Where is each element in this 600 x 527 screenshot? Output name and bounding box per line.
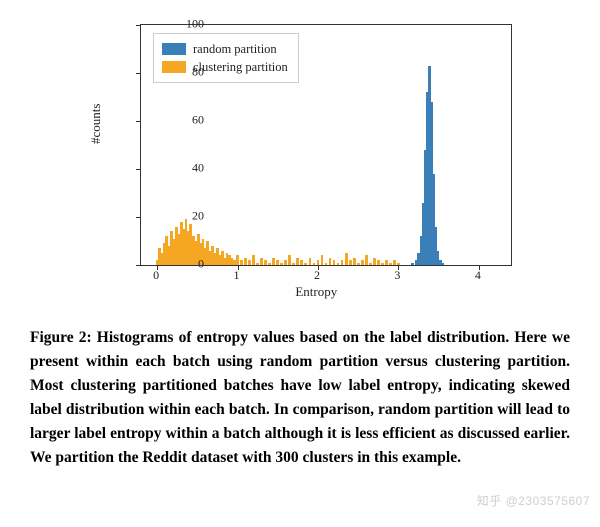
ytick-mark	[136, 169, 141, 170]
bar-clustering	[349, 260, 352, 265]
legend-swatch-random	[162, 43, 186, 55]
xtick-label: 4	[468, 268, 488, 283]
bar-random	[441, 263, 444, 265]
y-axis-label: #counts	[88, 104, 104, 144]
legend-item-random: random partition	[162, 40, 288, 58]
bar-clustering	[321, 255, 324, 265]
bar-clustering	[252, 255, 255, 265]
bar-clustering	[325, 263, 328, 265]
bar-clustering	[256, 263, 259, 265]
bar-clustering	[353, 258, 356, 265]
bar-clustering	[248, 260, 251, 265]
xtick-label: 2	[307, 268, 327, 283]
bar-clustering	[240, 260, 243, 265]
bar-clustering	[365, 255, 368, 265]
bar-clustering	[357, 263, 360, 265]
bar-clustering	[288, 255, 291, 265]
bar-clustering	[268, 263, 271, 265]
bar-clustering	[373, 258, 376, 265]
bar-clustering	[393, 260, 396, 265]
ytick-label: 40	[174, 161, 204, 176]
bar-clustering	[341, 260, 344, 265]
xtick-label: 1	[227, 268, 247, 283]
plot-region: random partition clustering partition	[140, 24, 512, 266]
bar-clustering	[389, 263, 392, 265]
bar-clustering	[260, 258, 263, 265]
x-axis-label: Entropy	[295, 284, 337, 300]
ytick-mark	[136, 121, 141, 122]
bar-clustering	[333, 260, 336, 265]
bar-clustering	[385, 260, 388, 265]
histogram-chart: #counts random partition clustering part…	[90, 14, 530, 304]
ytick-label: 60	[174, 113, 204, 128]
bar-clustering	[300, 260, 303, 265]
bar-clustering	[264, 260, 267, 265]
xtick-label: 3	[387, 268, 407, 283]
bar-clustering	[337, 263, 340, 265]
bar-clustering	[280, 263, 283, 265]
bar-clustering	[313, 263, 316, 265]
bar-clustering	[236, 255, 239, 265]
bar-clustering	[397, 263, 400, 265]
ytick-mark	[136, 73, 141, 74]
bar-clustering	[345, 253, 348, 265]
figure-container: #counts random partition clustering part…	[0, 14, 600, 470]
bar-clustering	[361, 260, 364, 265]
ytick-label: 20	[174, 209, 204, 224]
bar-clustering	[292, 263, 295, 265]
xtick-label: 0	[146, 268, 166, 283]
figure-caption: Figure 2: Histograms of entropy values b…	[30, 326, 570, 470]
bar-clustering	[284, 260, 287, 265]
ytick-label: 0	[174, 257, 204, 272]
legend-label: clustering partition	[193, 60, 288, 75]
watermark: 知乎 @2303575607	[477, 492, 590, 509]
bar-clustering	[369, 263, 372, 265]
bar-clustering	[276, 260, 279, 265]
bar-clustering	[304, 263, 307, 265]
ytick-mark	[136, 217, 141, 218]
bar-clustering	[244, 258, 247, 265]
ytick-label: 100	[174, 17, 204, 32]
legend-label: random partition	[193, 42, 277, 57]
bar-clustering	[317, 260, 320, 265]
bar-clustering	[377, 260, 380, 265]
bar-clustering	[381, 263, 384, 265]
bar-clustering	[329, 258, 332, 265]
bar-clustering	[309, 258, 312, 265]
ytick-label: 80	[174, 65, 204, 80]
ytick-mark	[136, 25, 141, 26]
bar-clustering	[272, 258, 275, 265]
bar-clustering	[296, 258, 299, 265]
ytick-mark	[136, 265, 141, 266]
